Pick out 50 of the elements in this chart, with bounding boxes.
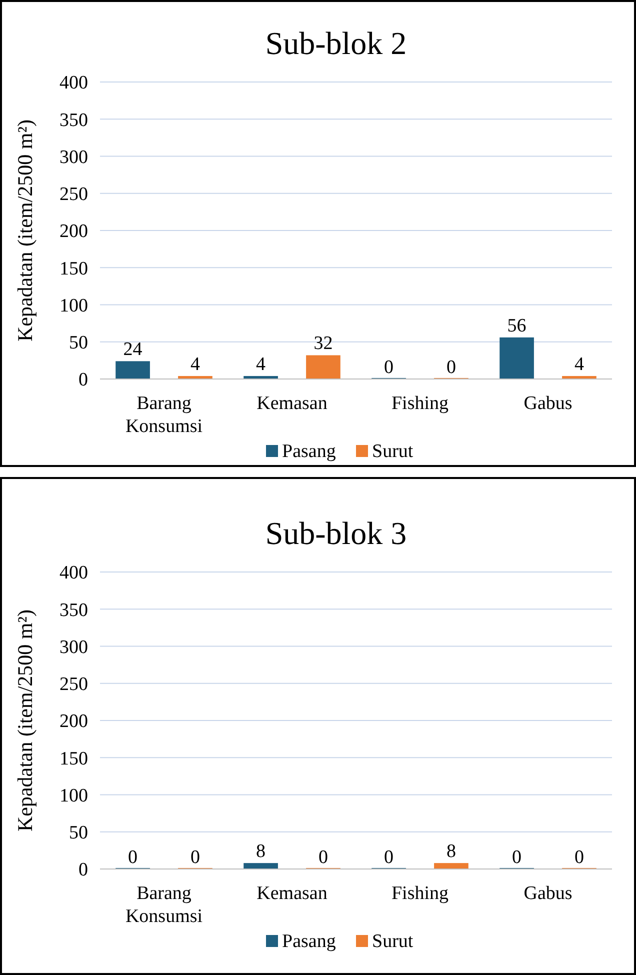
data-label: 4 (574, 354, 584, 376)
data-label: 0 (446, 357, 456, 378)
legend-label: Surut (372, 931, 414, 952)
data-label: 8 (256, 841, 266, 862)
data-label: 0 (128, 847, 138, 868)
y-tick-label: 250 (60, 674, 88, 696)
y-tick-label: 50 (69, 332, 88, 354)
y-tick-label: 300 (60, 636, 88, 658)
x-tick-label: Barang Konsumsi (125, 883, 203, 927)
chart-title: Sub-blok 2 (265, 25, 407, 61)
data-label: 4 (256, 354, 266, 376)
data-label: 24 (123, 339, 143, 360)
y-tick-label: 150 (60, 258, 88, 280)
y-tick-label: 350 (60, 110, 88, 131)
y-tick-label: 350 (60, 600, 88, 621)
y-tick-label: 250 (60, 184, 88, 206)
y-tick-label: 200 (60, 221, 88, 242)
data-label: 0 (384, 847, 394, 868)
data-label: 0 (512, 847, 522, 868)
x-tick-label: Gabus (524, 393, 572, 414)
y-tick-label: 100 (60, 785, 88, 806)
x-tick-label: Fishing (391, 883, 450, 904)
y-tick-label: 100 (60, 295, 88, 316)
legend-label: Surut (372, 441, 414, 462)
x-tick-label: Barang Konsumsi (125, 393, 203, 437)
x-tick-label: Kemasan (256, 883, 328, 904)
y-tick-label: 300 (60, 146, 88, 168)
data-label: 0 (574, 847, 584, 868)
data-label: 0 (190, 847, 200, 868)
y-tick-label: 0 (78, 860, 88, 881)
data-label: 32 (314, 333, 333, 354)
data-label: 56 (507, 315, 526, 336)
y-axis-title: Kepadatan (item/2500 m²) (13, 609, 37, 832)
y-tick-label: 150 (60, 748, 88, 770)
legend-label: Pasang (282, 931, 336, 952)
data-label: 0 (318, 847, 328, 868)
x-tick-label: Gabus (524, 883, 572, 904)
legend-label: Pasang (282, 441, 336, 462)
data-label: 0 (384, 357, 394, 378)
x-tick-label: Kemasan (256, 393, 328, 414)
chart-title: Sub-blok 3 (265, 515, 407, 551)
y-tick-label: 0 (78, 370, 88, 391)
y-tick-label: 400 (60, 562, 88, 584)
data-label: 8 (446, 841, 456, 862)
y-tick-label: 400 (60, 72, 88, 94)
y-axis-title: Kepadatan (item/2500 m²) (13, 119, 37, 342)
y-tick-label: 50 (69, 822, 88, 844)
x-tick-label: Fishing (391, 393, 450, 414)
data-label: 4 (190, 354, 200, 376)
y-tick-label: 200 (60, 711, 88, 732)
